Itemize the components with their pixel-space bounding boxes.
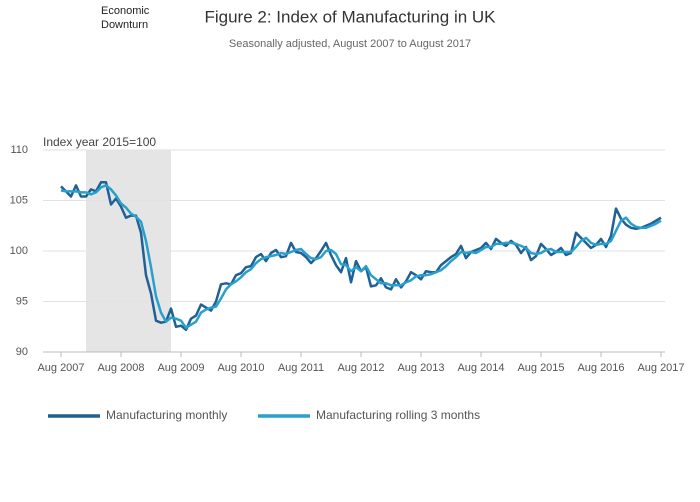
x-tick-label: Aug 2010 [217,362,264,374]
x-tick-label: Aug 2017 [637,362,684,374]
x-tick-label: Aug 2012 [337,362,384,374]
x-tick-label: Aug 2009 [157,362,204,374]
y-tick-label: 100 [10,245,28,257]
legend-label: Manufacturing monthly [106,408,227,422]
y-tick-label: 95 [16,295,28,307]
downturn-label: Economic Downturn [101,5,150,31]
x-tick-label: Aug 2007 [37,362,84,374]
x-tick-label: Aug 2016 [577,362,624,374]
y-tick-label: 110 [10,144,28,156]
y-tick-label: 105 [10,194,28,206]
x-tick-label: Aug 2008 [97,362,144,374]
y-tick-label: 90 [16,346,28,358]
x-tick-label: Aug 2013 [397,362,444,374]
x-tick-label: Aug 2015 [517,362,564,374]
x-tick-label: Aug 2014 [457,362,504,374]
chart-title: Figure 2: Index of Manufacturing in UK [204,7,496,26]
legend-label: Manufacturing rolling 3 months [316,408,480,422]
series-line [60,184,662,330]
y-axis-label: Index year 2015=100 [43,135,156,149]
x-tick-label: Aug 2011 [278,362,324,374]
chart-subtitle: Seasonally adjusted, August 2007 to Augu… [229,38,471,50]
